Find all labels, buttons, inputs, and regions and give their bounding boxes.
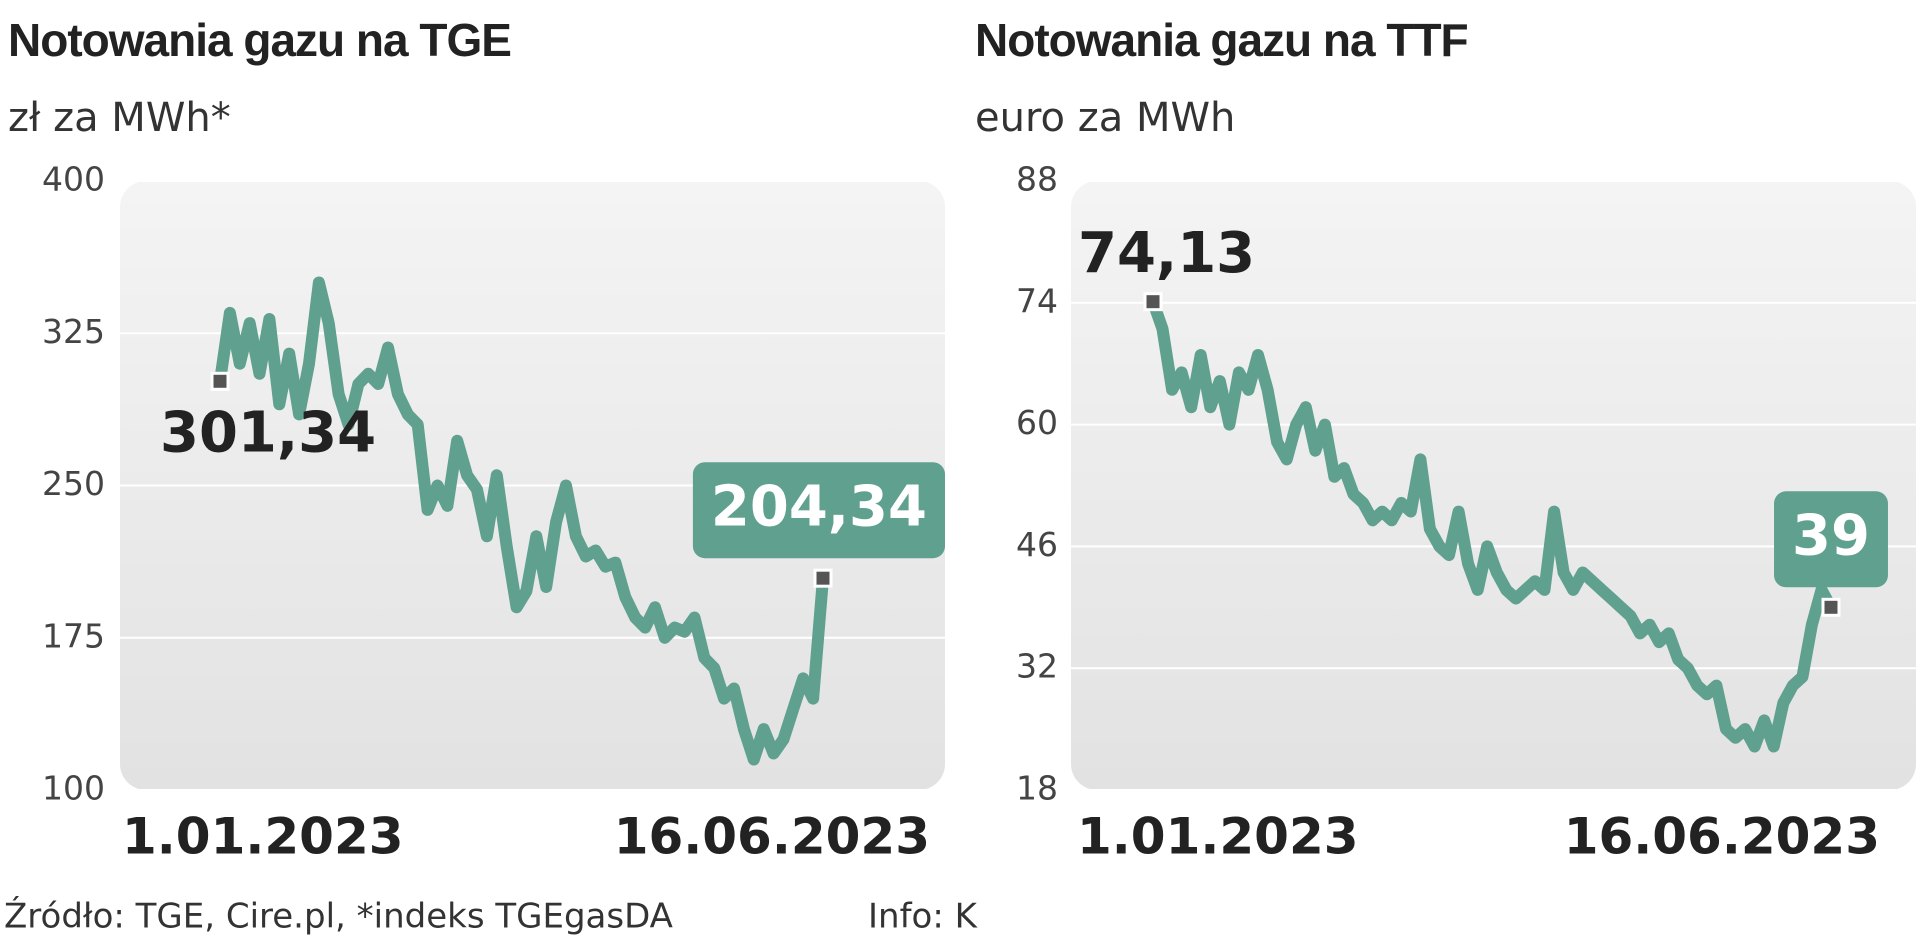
y-tick-label: 325: [42, 312, 105, 351]
point-marker: [813, 568, 833, 588]
y-tick-label: 74: [1016, 281, 1058, 320]
x-tick-label: 16.06.2023: [614, 808, 930, 866]
y-tick-label: 100: [42, 769, 105, 808]
plot-background: [1071, 181, 1916, 790]
info: Info: K: [868, 897, 979, 937]
chart-title: Notowania gazu na TGE: [8, 14, 511, 66]
callout-box: [692, 462, 945, 559]
y-tick-label: 32: [1016, 647, 1058, 686]
chart-title: Notowania gazu na TTF: [975, 14, 1468, 66]
y-tick-label: 400: [42, 160, 105, 199]
value-label: 204,34: [711, 474, 927, 539]
y-tick-label: 88: [1016, 160, 1058, 199]
x-tick-label: 1.01.2023: [1077, 808, 1359, 866]
series-line: [214, 276, 829, 766]
chart-subtitle: zł za MWh*: [8, 95, 231, 141]
x-tick-label: 16.06.2023: [1564, 808, 1880, 866]
y-tick-label: 250: [42, 464, 105, 503]
callout-box: [1774, 491, 1888, 588]
point-marker: [1821, 597, 1841, 617]
value-label: 74,13: [1078, 221, 1255, 286]
value-label: 39: [1792, 503, 1870, 568]
value-label: 301,34: [160, 400, 376, 465]
y-tick-label: 175: [42, 616, 105, 655]
y-tick-label: 18: [1016, 769, 1058, 808]
x-tick-label: 1.01.2023: [122, 808, 404, 866]
value-callout: 204,34: [692, 462, 945, 559]
chart-subtitle: euro za MWh: [975, 95, 1235, 141]
point-marker: [210, 371, 230, 391]
y-tick-label: 60: [1016, 403, 1058, 442]
series-line: [1147, 295, 1837, 753]
value-callout: 39: [1774, 491, 1888, 588]
source: Źródło: TGE, Cire.pl, *indeks TGEgasDA: [4, 896, 673, 937]
y-tick-label: 46: [1016, 525, 1058, 564]
point-marker: [1143, 292, 1163, 312]
